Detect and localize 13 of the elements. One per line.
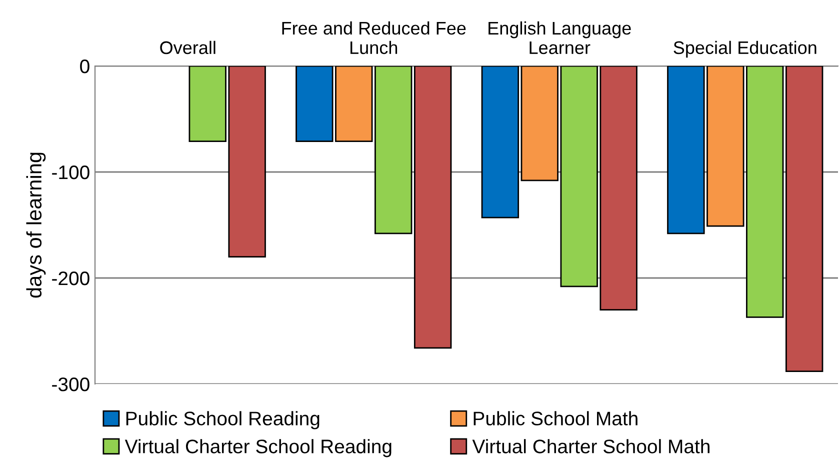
y-tick-label: -100 (52, 165, 90, 180)
x-tick-label: English Language Learner (488, 21, 631, 54)
x-tick-label: Special Education (674, 40, 816, 58)
legend-label: Public School Reading (126, 411, 320, 430)
legend-label: Virtual Charter School Reading (124, 439, 392, 458)
x-tick-label: Free and Reduced Fee Lunch (282, 21, 466, 54)
x-tick-label: Overall (160, 40, 216, 54)
y-tick-label: -200 (52, 271, 90, 286)
y-axis-title: days of learning (26, 152, 46, 298)
y-tick-label: 0 (80, 59, 90, 74)
y-tick-label: -300 (52, 377, 90, 392)
legend-label: Public School Math (474, 411, 638, 426)
legend-label: Virtual Charter School Math (472, 439, 710, 454)
